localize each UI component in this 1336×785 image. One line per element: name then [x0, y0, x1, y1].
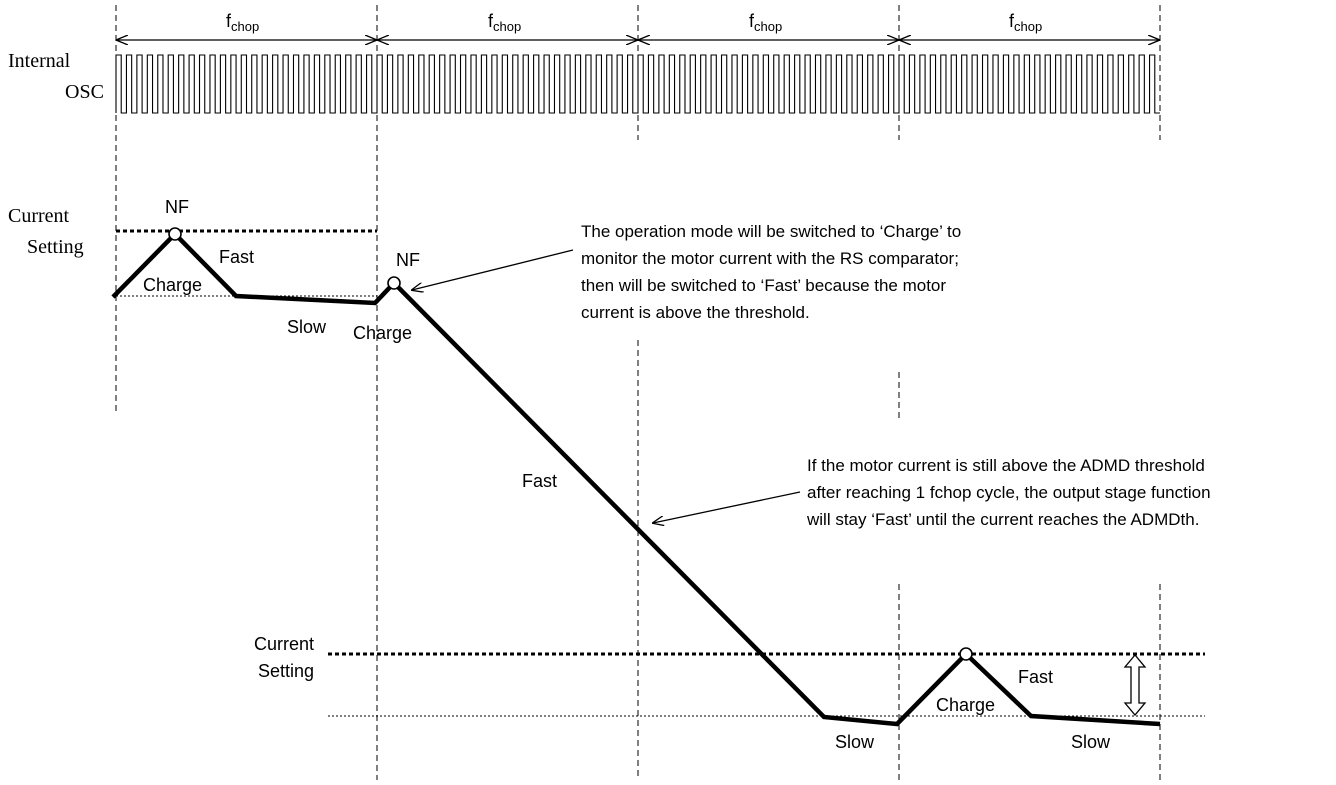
osc-label-line1: Internal — [8, 50, 71, 72]
nf-point-second — [387, 276, 401, 290]
note2-line1: If the motor current is still above the … — [807, 456, 1205, 475]
phase-fast-1: Fast — [219, 247, 254, 267]
annotation-arrow-2 — [653, 491, 801, 523]
osc-label-line2: OSC — [65, 81, 104, 103]
internal-osc-waveform — [115, 54, 1160, 114]
note2-line2: after reaching 1 fchop cycle, the output… — [807, 483, 1211, 502]
nf-point-first — [168, 227, 182, 241]
nf-point-third — [959, 647, 973, 661]
fchop-label-4: fchop — [1009, 11, 1042, 34]
phase-slow-3: Slow — [1071, 732, 1111, 752]
note1-line4: current is above the threshold. — [581, 303, 810, 322]
fchop-label-2: fchop — [488, 11, 521, 34]
phase-fast-3: Fast — [1018, 667, 1053, 687]
current-setting-top-line1: Current — [8, 205, 70, 227]
fchop-label-3: fchop — [749, 11, 782, 34]
phase-slow-2: Slow — [835, 732, 875, 752]
annotation-note-1: The operation mode will be switched to ‘… — [581, 222, 961, 322]
current-setting-bottom-line1: Current — [254, 634, 314, 654]
phase-slow-1: Slow — [287, 317, 327, 337]
admd-band-double-arrow — [1123, 653, 1147, 717]
phase-fast-2: Fast — [522, 471, 557, 491]
motor-current-waveform — [111, 230, 1161, 727]
nf-label-first: NF — [165, 197, 189, 217]
phase-charge-3: Charge — [936, 695, 995, 715]
annotation-note-2: If the motor current is still above the … — [806, 456, 1211, 529]
fchop-label-1: fchop — [226, 11, 259, 34]
annotation-arrow-1 — [412, 249, 574, 290]
nf-label-second: NF — [396, 250, 420, 270]
note1-line1: The operation mode will be switched to ‘… — [581, 222, 961, 241]
current-setting-top-line2: Setting — [27, 236, 84, 258]
note1-line2: monitor the motor current with the RS co… — [581, 249, 959, 268]
phase-charge-1: Charge — [143, 275, 202, 295]
note2-line3: will stay ‘Fast’ until the current reach… — [806, 510, 1199, 529]
phase-charge-2: Charge — [353, 323, 412, 343]
period-dividers — [115, 5, 1161, 780]
note1-line3: then will be switched to ‘Fast’ because … — [581, 276, 946, 295]
current-setting-bottom-line2: Setting — [258, 661, 314, 681]
